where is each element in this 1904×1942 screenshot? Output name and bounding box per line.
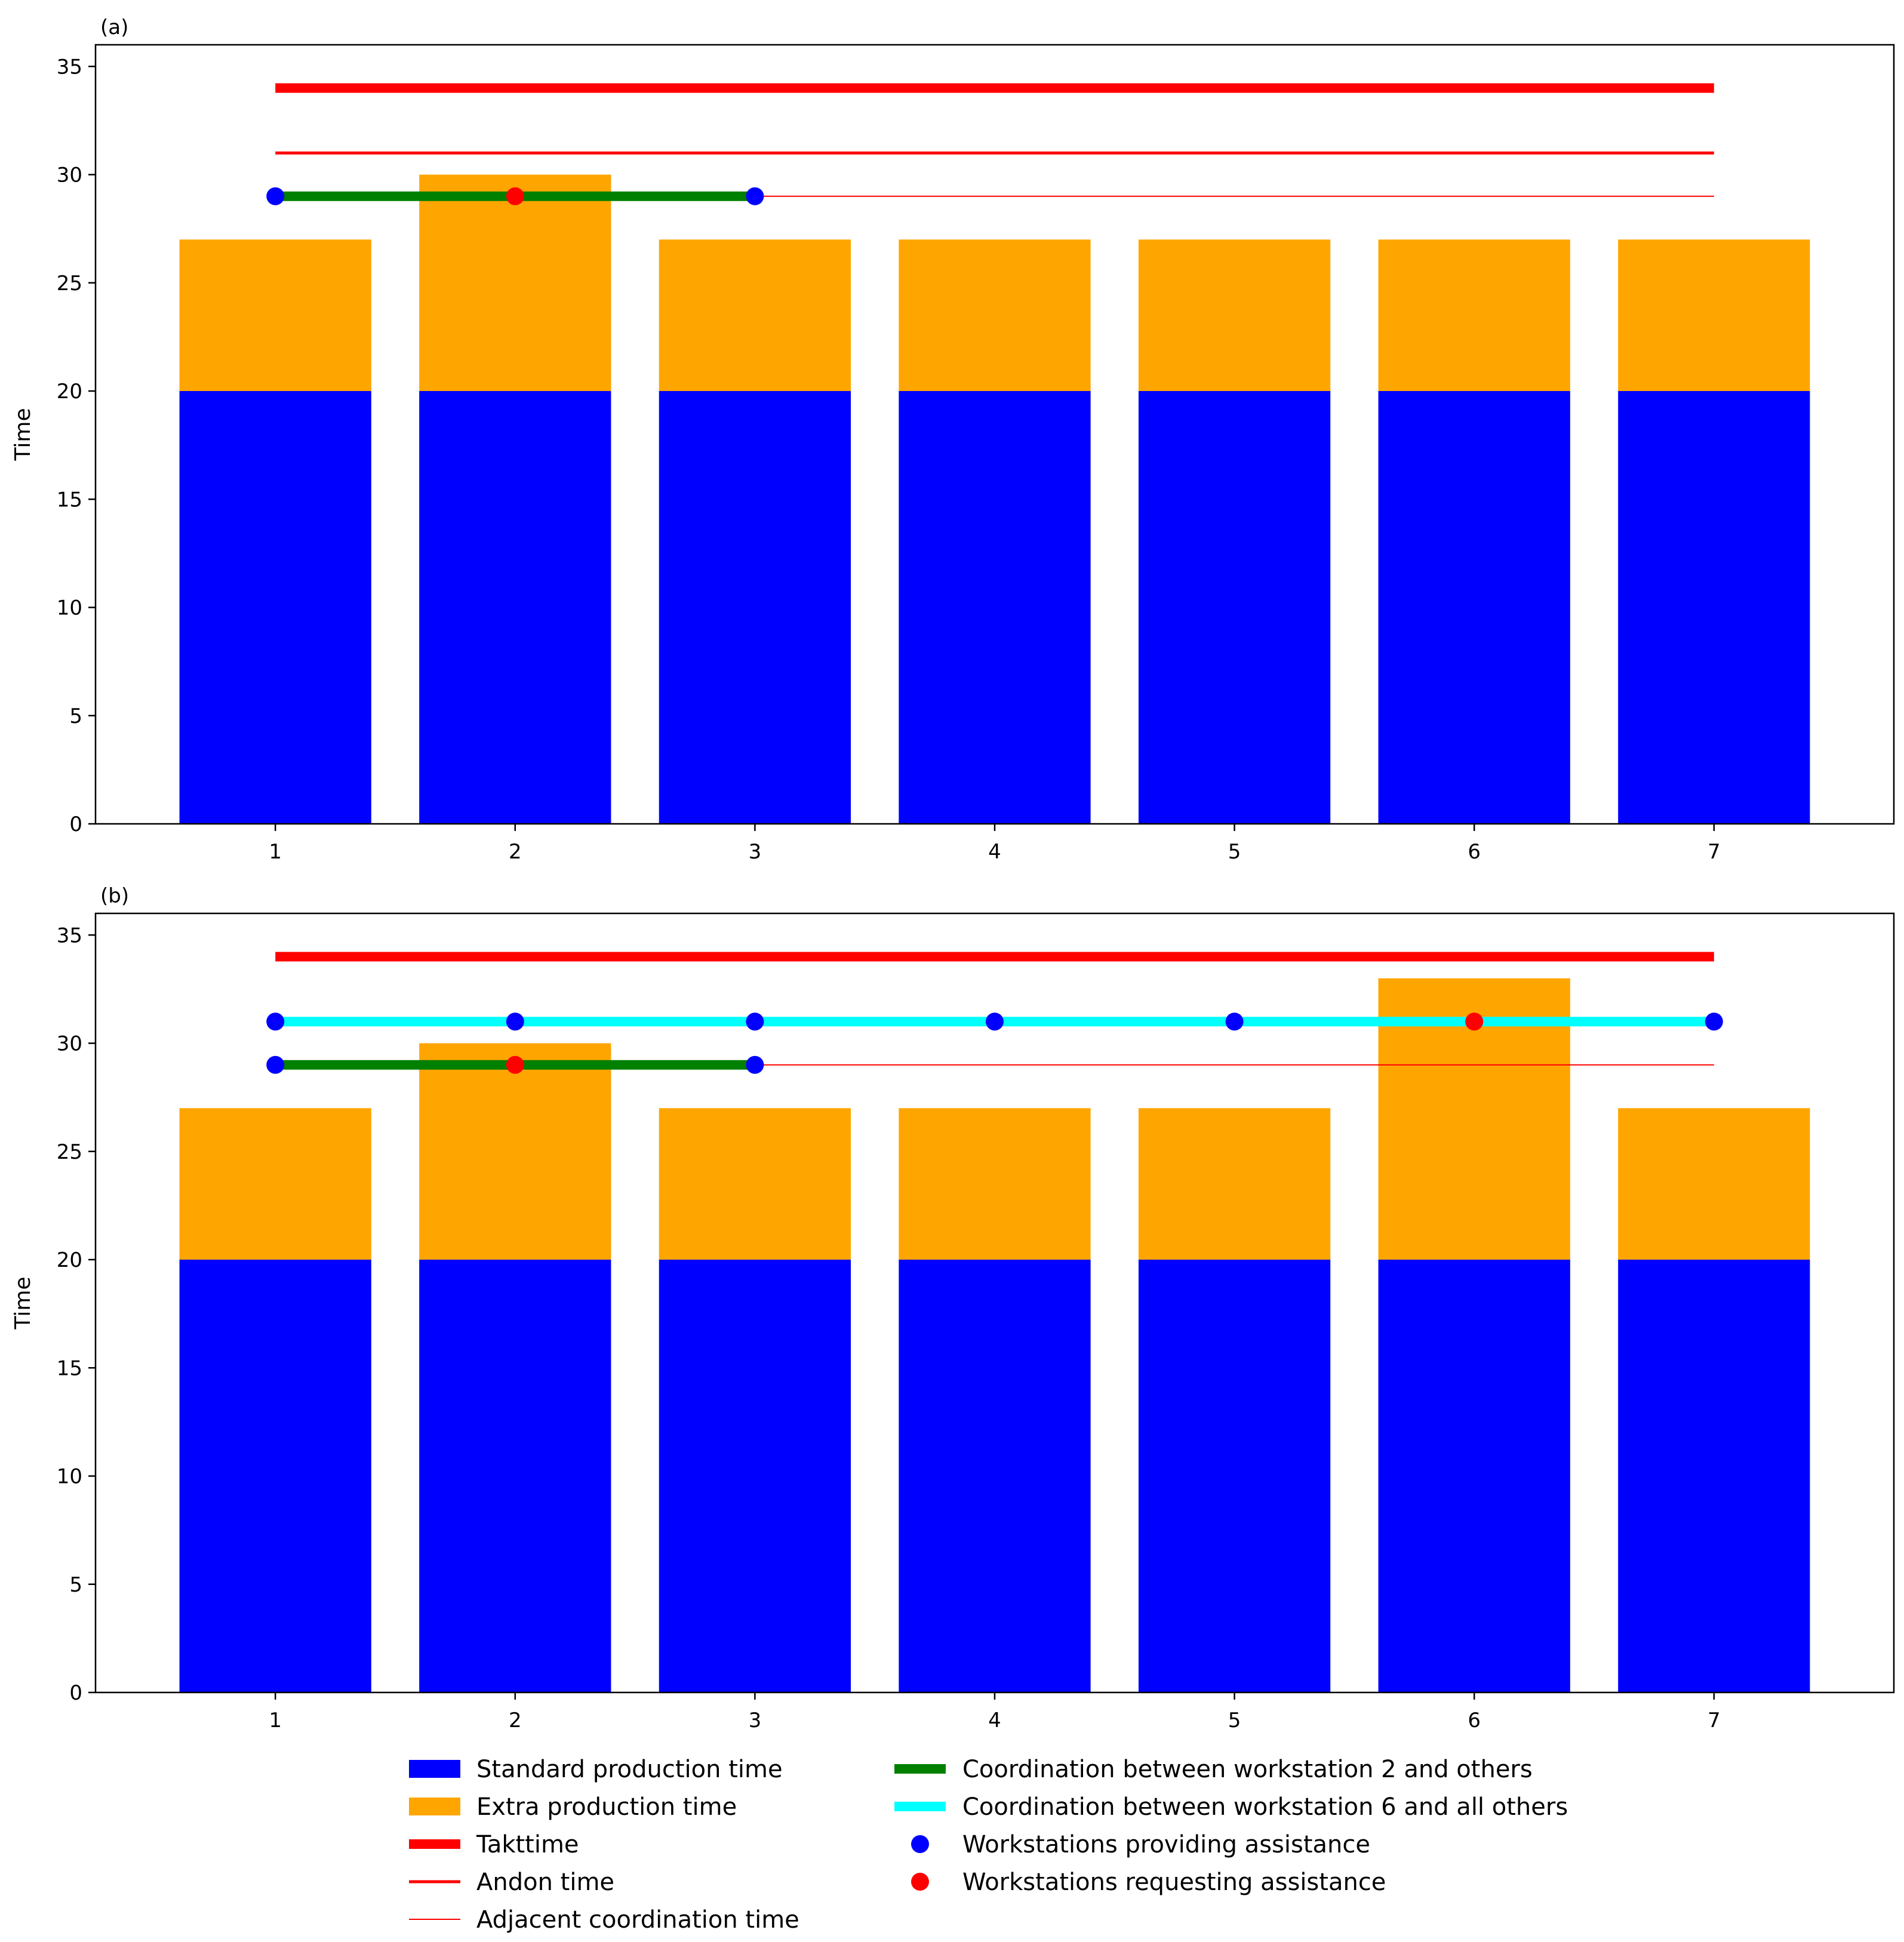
legend-left-0-swatch — [409, 1760, 460, 1778]
point-requesting-2 — [506, 1055, 524, 1074]
bar-standard-1 — [179, 1260, 371, 1692]
legend-right-0-label: Coordination between workstation 2 and o… — [962, 1756, 1533, 1783]
bar-standard-3 — [659, 391, 851, 824]
panel-label: (a) — [100, 16, 128, 39]
legend-left-0-label: Standard production time — [476, 1756, 783, 1783]
legend-left-4-label: Adjacent coordination time — [476, 1906, 799, 1934]
bar-standard-5 — [1138, 391, 1331, 824]
x-tick-label: 5 — [1228, 1709, 1241, 1732]
bar-extra-2 — [419, 174, 611, 391]
bar-extra-2 — [419, 1043, 611, 1260]
bar-extra-5 — [1138, 239, 1331, 391]
y-tick-label: 5 — [69, 704, 82, 728]
bar-extra-4 — [899, 239, 1091, 391]
bar-extra-6 — [1378, 239, 1570, 391]
y-axis-label: Time — [11, 1276, 35, 1329]
bar-standard-6 — [1378, 391, 1570, 824]
x-tick-label: 7 — [1708, 840, 1721, 864]
y-tick-label: 15 — [57, 488, 82, 512]
bar-standard-4 — [899, 1260, 1091, 1692]
bar-standard-5 — [1138, 1260, 1331, 1692]
bar-extra-7 — [1618, 1108, 1810, 1260]
bar-extra-5 — [1138, 1108, 1331, 1260]
bar-extra-3 — [659, 1108, 851, 1260]
legend-left-1-swatch — [409, 1798, 460, 1815]
panel-a-chart: 0 5 10 15 20 25 30 35 1 2 3 4 5 6 7 Time (a) — [11, 16, 1895, 864]
y-tick-label: 35 — [57, 55, 82, 79]
y-tick-label: 30 — [57, 1032, 82, 1056]
point-providing-2 — [506, 1012, 524, 1031]
x-tick-label: 7 — [1708, 1709, 1721, 1732]
bar-extra-4 — [899, 1108, 1091, 1260]
bar-extra-1 — [179, 1108, 371, 1260]
y-tick-label: 0 — [69, 1681, 82, 1705]
legend-right-2-label: Workstations providing assistance — [962, 1831, 1370, 1858]
legend-right-1-label: Coordination between workstation 6 and a… — [962, 1793, 1568, 1821]
bar-standard-2 — [419, 391, 611, 824]
legend-left-2-label: Takttime — [476, 1831, 579, 1858]
point-providing-5 — [1225, 1012, 1244, 1031]
bar-standard-6 — [1378, 1260, 1570, 1692]
x-tick-label: 1 — [269, 1709, 282, 1732]
x-tick-label: 3 — [749, 840, 762, 864]
bar-extra-7 — [1618, 239, 1810, 391]
bar-standard-3 — [659, 1260, 851, 1692]
point-providing-1 — [266, 1012, 285, 1031]
legend-right-2-marker — [911, 1835, 929, 1853]
x-tick-label: 5 — [1228, 840, 1241, 864]
bar-standard-4 — [899, 391, 1091, 824]
y-tick-label: 10 — [57, 596, 82, 620]
point-providing-4 — [986, 1012, 1004, 1031]
x-tick-label: 4 — [988, 840, 1001, 864]
y-tick-label: 10 — [57, 1465, 82, 1489]
y-axis-label: Time — [11, 408, 35, 461]
panel-label: (b) — [100, 884, 129, 908]
y-tick-label: 15 — [57, 1356, 82, 1380]
legend-right-3-marker — [911, 1873, 929, 1891]
y-tick-label: 20 — [57, 380, 82, 404]
x-tick-label: 3 — [749, 1709, 762, 1732]
x-tick-label: 2 — [509, 1709, 522, 1732]
x-tick-label: 1 — [269, 840, 282, 864]
bar-standard-7 — [1618, 1260, 1810, 1692]
y-tick-label: 5 — [69, 1573, 82, 1597]
panel-b-chart: 0 5 10 15 20 25 30 35 1 2 3 4 5 6 7 Time (b) — [11, 884, 1895, 1732]
point-providing-3 — [746, 1055, 764, 1074]
point-providing-1 — [266, 1055, 285, 1074]
x-tick-label: 6 — [1468, 840, 1481, 864]
point-providing-7 — [1705, 1012, 1723, 1031]
y-tick-label: 30 — [57, 164, 82, 187]
point-providing-3 — [746, 1012, 764, 1031]
legend-right-3-label: Workstations requesting assistance — [962, 1869, 1386, 1896]
x-tick-label: 4 — [988, 1709, 1001, 1732]
legend-left-1-label: Extra production time — [476, 1793, 737, 1821]
x-tick-label: 6 — [1468, 1709, 1481, 1732]
bar-standard-2 — [419, 1260, 611, 1692]
bar-extra-3 — [659, 239, 851, 391]
point-providing-1 — [266, 187, 285, 205]
bar-extra-1 — [179, 239, 371, 391]
y-tick-label: 25 — [57, 1140, 82, 1164]
legend-left-3-label: Andon time — [476, 1869, 614, 1896]
legend: Standard production time Extra production… — [409, 1756, 1568, 1934]
y-tick-label: 0 — [69, 812, 82, 836]
y-tick-label: 35 — [57, 924, 82, 947]
bar-standard-7 — [1618, 391, 1810, 824]
y-tick-label: 20 — [57, 1248, 82, 1272]
x-tick-label: 2 — [509, 840, 522, 864]
point-providing-3 — [746, 187, 764, 205]
point-requesting-2 — [506, 187, 524, 205]
point-requesting-6 — [1465, 1012, 1484, 1031]
bar-standard-1 — [179, 391, 371, 824]
y-tick-label: 25 — [57, 272, 82, 296]
